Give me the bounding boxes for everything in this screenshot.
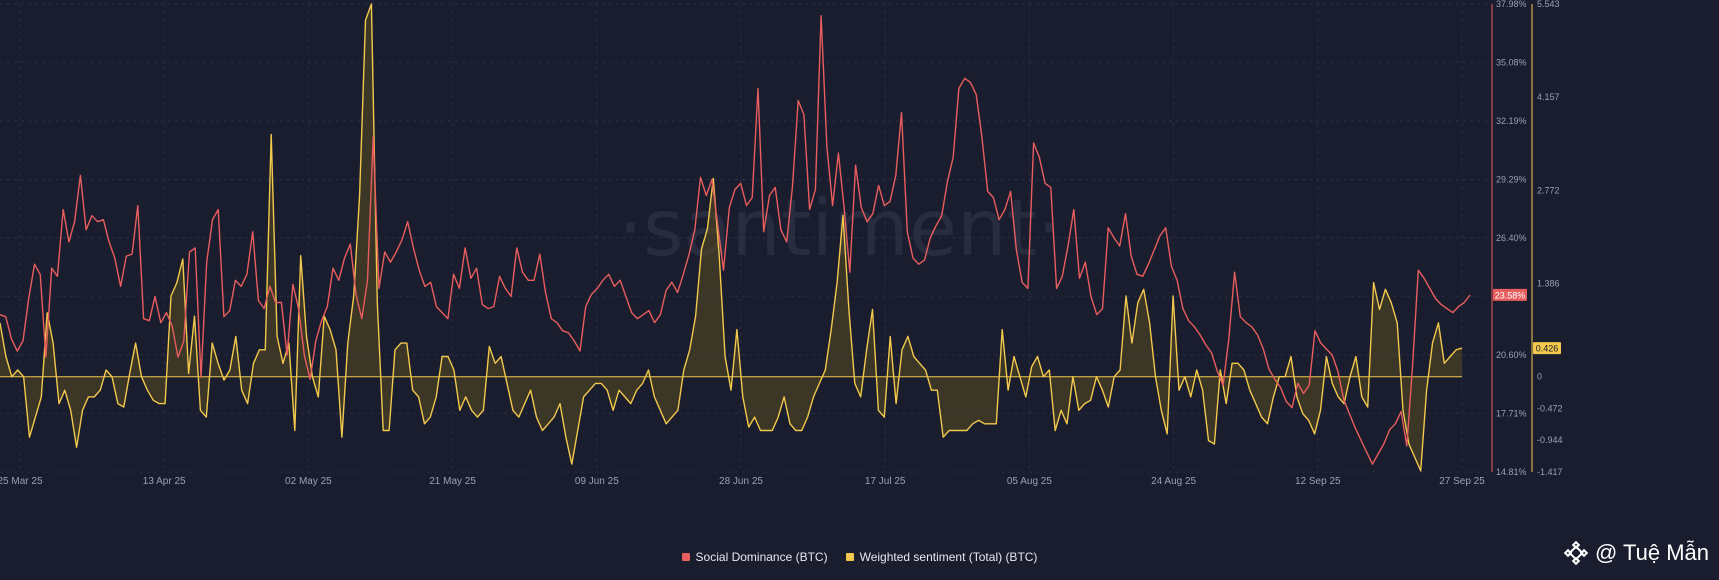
left-axis-tick-label: 20.60% <box>1496 350 1527 360</box>
legend-swatch-red <box>681 553 690 561</box>
left-axis-tick-label: 14.81% <box>1496 467 1527 477</box>
axes: 25 Mar 25 13 Apr 25 02 May 25 21 May 25 09 J… <box>0 0 1563 487</box>
left-axis-tick-label: 17.71% <box>1496 408 1527 418</box>
weighted-sentiment-value-badge <box>1533 342 1561 355</box>
legend-label-weighted-sentiment: Weighted sentiment (Total) (BTC) <box>859 550 1038 564</box>
left-axis-tick-label: 32.19% <box>1496 116 1527 126</box>
sentiment-area-fill <box>0 4 1462 471</box>
x-tick-label: 09 Jun 25 <box>575 476 619 487</box>
series-layer <box>0 3 1471 472</box>
legend-label-social-dominance: Social Dominance (BTC) <box>695 550 828 564</box>
legend-swatch-yellow <box>845 553 854 561</box>
legend-item-weighted-sentiment[interactable]: Weighted sentiment (Total) (BTC) <box>845 550 1038 564</box>
x-tick-label: 25 Mar 25 <box>0 476 43 487</box>
social-dominance-value-text: 23.58% <box>1495 290 1526 300</box>
x-tick-label: 21 May 25 <box>429 476 476 487</box>
right-axis-tick-label: 0 <box>1537 372 1542 382</box>
weighted-sentiment-value-text: 0.426 <box>1536 344 1559 354</box>
social-dominance-value-badge <box>1493 288 1527 301</box>
right-axis-tick-label: -0.472 <box>1537 403 1563 413</box>
x-tick-label: 05 Aug 25 <box>1007 476 1052 487</box>
right-axis-tick-label: -0.944 <box>1537 435 1563 445</box>
x-tick-label: 12 Sep 25 <box>1295 476 1341 487</box>
x-tick-label: 17 Jul 25 <box>865 476 906 487</box>
x-tick-label: 28 Jun 25 <box>719 476 763 487</box>
legend: Social Dominance (BTC) Weighted sentimen… <box>0 550 1719 564</box>
binance-logo-icon <box>1563 540 1589 566</box>
series-line-social-dominance <box>0 15 1471 465</box>
x-tick-label: 02 May 25 <box>285 476 332 487</box>
author-credit: @ Tuệ Mẫn <box>1563 540 1709 566</box>
right-axis-tick-label: 2.772 <box>1537 185 1560 195</box>
x-tick-label: 27 Sep 25 <box>1439 476 1485 487</box>
credit-text: @ Tuệ Mẫn <box>1594 540 1709 565</box>
x-tick-label: 24 Aug 25 <box>1151 476 1196 487</box>
left-axis-tick-label: 35.08% <box>1496 58 1527 68</box>
right-axis-tick-label: 4.157 <box>1537 92 1560 102</box>
series-line-weighted-sentiment <box>0 3 1463 472</box>
right-axis-tick-label: 1.386 <box>1537 279 1560 289</box>
left-axis-tick-label: 26.40% <box>1496 233 1527 243</box>
x-tick-label: 13 Apr 25 <box>143 476 186 487</box>
left-axis-tick-label: 29.29% <box>1496 175 1527 185</box>
left-axis-tick-label: 37.98% <box>1496 0 1527 9</box>
right-axis-tick-label: 5.543 <box>1537 0 1560 9</box>
legend-item-social-dominance[interactable]: Social Dominance (BTC) <box>681 550 828 564</box>
right-axis-tick-label: -1.417 <box>1537 467 1563 477</box>
